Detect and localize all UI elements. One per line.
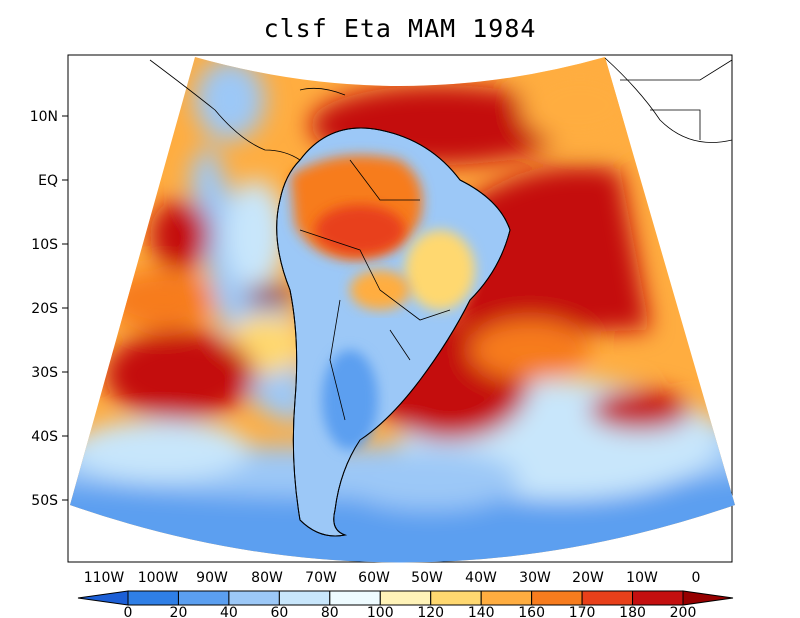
lat-label: EQ: [38, 173, 58, 189]
colorbar-swatch: [177, 590, 230, 606]
lon-label: 30W: [519, 570, 551, 586]
colorbar-swatch: [581, 590, 634, 606]
lat-label: 40S: [31, 429, 58, 445]
colorbar-tick-label: 200: [670, 605, 697, 618]
colorbar-swatch: [531, 590, 583, 606]
colorbar-tick-label: 140: [468, 605, 495, 618]
colorbar-tick-label: 180: [619, 605, 646, 618]
colorbar-swatch: [632, 590, 684, 606]
lon-label: 60W: [358, 570, 390, 586]
lon-label: 40W: [465, 570, 497, 586]
colorbar-tick-label: 0: [124, 605, 133, 618]
map-title: clsf Eta MAM 1984: [263, 14, 537, 43]
coastlines: [149, 57, 733, 161]
lat-label: 30S: [31, 365, 58, 381]
colorbar-tick-label: 170: [569, 605, 596, 618]
lat-label: 20S: [31, 301, 58, 317]
colorbar-min-extend: [77, 590, 129, 606]
lon-label: 110W: [84, 570, 125, 586]
lat-label: 10N: [30, 109, 58, 125]
colorbar-swatch: [379, 590, 432, 606]
lat-label: 50S: [31, 493, 58, 509]
colorbar: 0 20 40 60 80 100 120 140 160 170 180 200: [77, 590, 734, 618]
colorbar-tick-label: 20: [170, 605, 188, 618]
lon-label: 70W: [305, 570, 337, 586]
colorbar-swatch: [430, 590, 482, 606]
lon-label: 10W: [626, 570, 658, 586]
colorbar-tick-label: 100: [367, 605, 394, 618]
lon-label: 50W: [411, 570, 443, 586]
colorbar-swatch: [127, 590, 179, 606]
colorbar-tick-label: 160: [518, 605, 545, 618]
south-america-land: [276, 127, 511, 537]
colorbar-tick-label: 120: [417, 605, 444, 618]
lon-label: 80W: [251, 570, 283, 586]
colorbar-tick-label: 80: [321, 605, 339, 618]
lon-label: 0: [692, 570, 701, 586]
colorbar-swatch: [278, 590, 331, 606]
lon-label: 90W: [196, 570, 228, 586]
lon-label: 20W: [572, 570, 604, 586]
lat-label: 10S: [31, 237, 58, 253]
colorbar-tick-label: 40: [220, 605, 238, 618]
lon-label: 100W: [138, 570, 179, 586]
latitude-axis: 10N EQ 10S 20S 30S 40S 50S: [30, 109, 68, 509]
colorbar-swatch: [228, 590, 280, 606]
longitude-axis: 110W 100W 90W 80W 70W 60W 50W 40W 30W 20…: [84, 570, 701, 586]
colorbar-max-extend: [682, 590, 734, 606]
colorbar-swatch: [480, 590, 533, 606]
colorbar-swatch: [329, 590, 381, 606]
colorbar-tick-label: 60: [270, 605, 288, 618]
